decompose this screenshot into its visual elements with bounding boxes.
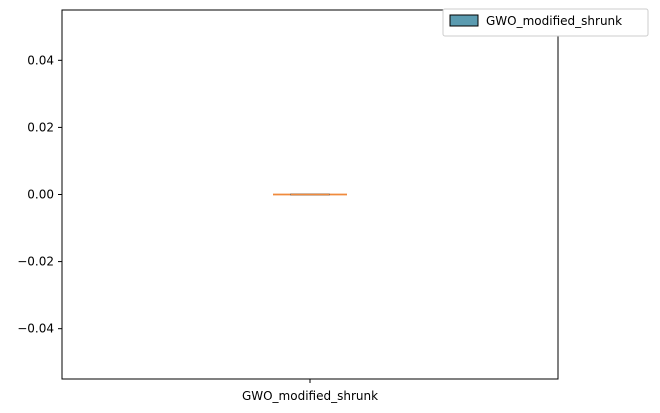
y-tick-label: −0.02 (17, 255, 54, 269)
y-tick-label: 0.04 (27, 53, 54, 67)
legend: GWO_modified_shrunk (442, 8, 649, 37)
y-tick-label: 0.00 (27, 188, 54, 202)
box-series (273, 193, 347, 196)
x-axis: GWO_modified_shrunk (242, 379, 378, 403)
legend-frame (442, 8, 649, 37)
y-tick-label: −0.04 (17, 322, 54, 336)
legend-swatch (449, 14, 479, 27)
y-axis: −0.04 −0.02 0.00 0.02 0.04 (17, 53, 62, 336)
x-tick-label: GWO_modified_shrunk (242, 389, 378, 403)
y-tick-label: 0.02 (27, 120, 54, 134)
legend-label: GWO_modified_shrunk (486, 14, 622, 28)
